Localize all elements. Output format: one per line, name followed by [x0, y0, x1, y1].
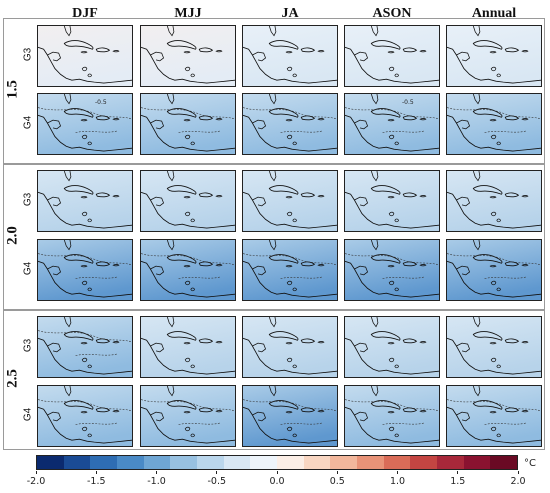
colorbar-segment [90, 456, 118, 469]
map-panel-ja-g3 [242, 316, 338, 378]
row-label-g3: G3 [22, 338, 34, 353]
column-title-ja: JA [281, 6, 299, 21]
map-panel-djf-g4 [37, 93, 133, 155]
map-panel-annual-g4 [446, 385, 542, 447]
block-label: 2.0 [4, 226, 21, 245]
row-label-g3: G3 [22, 47, 34, 62]
colorbar-segment [143, 456, 171, 469]
colorbar-tick [156, 471, 157, 474]
colorbar-tick [336, 471, 338, 474]
contour-label: -0.5 [95, 99, 107, 106]
colorbar-segment [37, 456, 64, 469]
colorbar-tick [276, 471, 278, 474]
block-frame [3, 310, 545, 450]
colorbar [36, 455, 518, 470]
map-panel-ason-g4 [344, 385, 440, 447]
colorbar-tick [35, 471, 37, 474]
row-label-g4: G4 [22, 407, 34, 422]
colorbar-segment [63, 456, 91, 469]
colorbar-segment [117, 456, 144, 469]
colorbar-segment [197, 456, 224, 469]
colorbar-segment [330, 456, 358, 469]
map-panel-mjj-g3 [140, 25, 236, 87]
map-panel-mjj-g4 [140, 239, 236, 301]
colorbar-segment [250, 456, 278, 469]
colorbar-segment [410, 456, 438, 469]
map-panel-mjj-g4 [140, 385, 236, 447]
colorbar-segment [437, 456, 464, 469]
colorbar-tick-label: -1.0 [147, 476, 166, 487]
block-label: 2.5 [4, 369, 21, 388]
colorbar-tick [216, 471, 218, 474]
map-panel-ja-g4 [242, 385, 338, 447]
colorbar-segment [357, 456, 384, 469]
row-label-g4: G4 [22, 115, 34, 130]
map-panel-annual-g3 [446, 316, 542, 378]
colorbar-tick [95, 471, 97, 474]
column-title-annual: Annual [471, 6, 517, 21]
colorbar-segment [277, 456, 304, 469]
map-panel-ason-g4 [344, 93, 440, 155]
map-panel-ja-g4 [242, 93, 338, 155]
row-label-g4: G4 [22, 261, 34, 276]
map-panel-ja-g3 [242, 25, 338, 87]
map-panel-mjj-g3 [140, 316, 236, 378]
map-panel-djf-g3 [37, 316, 133, 378]
map-panel-annual-g3 [446, 25, 542, 87]
map-panel-ja-g3 [242, 170, 338, 232]
map-panel-ason-g3 [344, 25, 440, 87]
block-frame [3, 164, 545, 310]
map-panel-annual-g4 [446, 239, 542, 301]
colorbar-tick-label: 2.0 [510, 476, 526, 487]
colorbar-segment [383, 456, 411, 469]
column-title-mjj: MJJ [174, 6, 202, 21]
colorbar-segment [170, 456, 198, 469]
colorbar-segment [303, 456, 331, 469]
contour-label: -0.5 [402, 99, 414, 106]
colorbar-unit: °C [524, 458, 536, 469]
colorbar-tick [457, 471, 459, 474]
colorbar-tick [397, 471, 398, 474]
column-title-ason: ASON [372, 6, 412, 21]
map-panel-mjj-g3 [140, 170, 236, 232]
colorbar-tick-label: -1.5 [86, 476, 106, 487]
map-panel-mjj-g4 [140, 93, 236, 155]
map-panel-djf-g4 [37, 239, 133, 301]
map-panel-djf-g3 [37, 25, 133, 87]
block-label: 1.5 [4, 80, 21, 99]
map-panel-djf-g3 [37, 170, 133, 232]
colorbar-segment [463, 456, 491, 469]
colorbar-tick-label: 0.5 [329, 476, 345, 487]
map-panel-ason-g4 [344, 239, 440, 301]
map-panel-djf-g4 [37, 385, 133, 447]
column-title-djf: DJF [72, 6, 98, 21]
map-panel-ason-g3 [344, 170, 440, 232]
colorbar-tick-label: 0.0 [269, 476, 285, 487]
map-panel-annual-g3 [446, 170, 542, 232]
colorbar-tick [517, 471, 519, 474]
block-frame [3, 18, 545, 164]
colorbar-tick-label: -2.0 [26, 476, 46, 487]
colorbar-tick-label: 1.0 [389, 476, 406, 487]
row-label-g3: G3 [22, 192, 34, 207]
colorbar-segment [223, 456, 251, 469]
colorbar-segment [490, 456, 518, 469]
map-panel-ja-g4 [242, 239, 338, 301]
map-panel-ason-g3 [344, 316, 440, 378]
colorbar-tick-label: 1.5 [450, 476, 466, 487]
colorbar-tick-label: -0.5 [207, 476, 227, 487]
map-panel-annual-g4 [446, 93, 542, 155]
